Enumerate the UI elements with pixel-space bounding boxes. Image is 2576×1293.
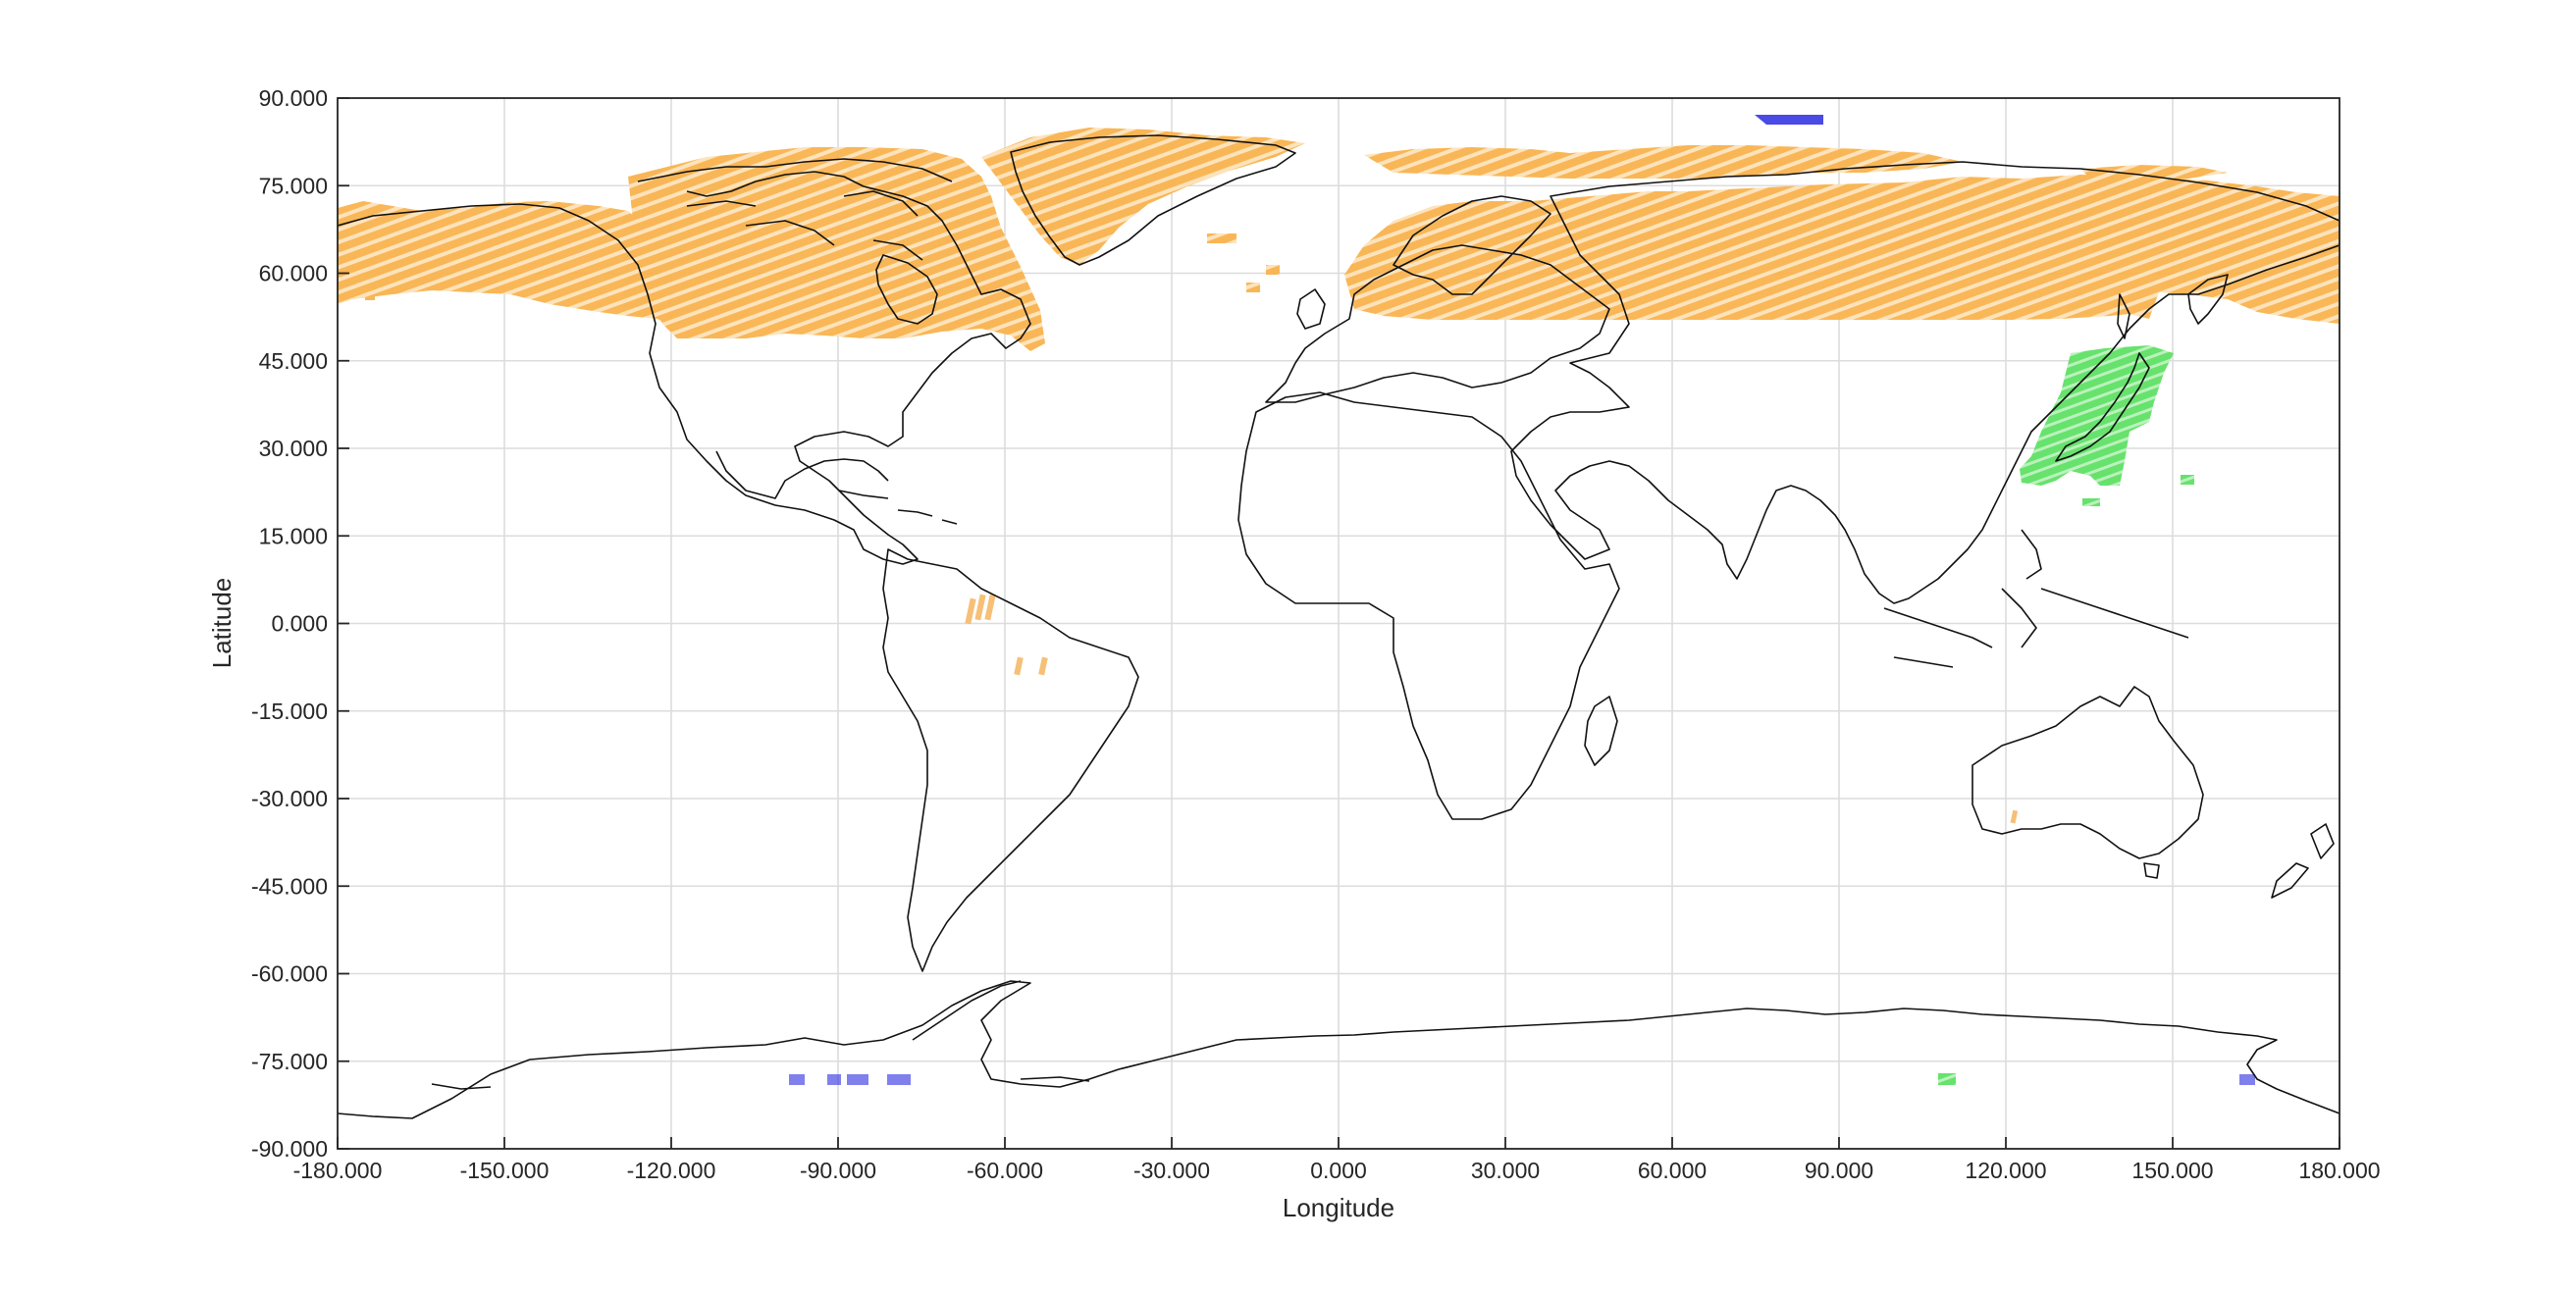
orange-coverage-small bbox=[965, 594, 2019, 824]
coastline-japan bbox=[2055, 352, 2150, 462]
coastline-gulf-mexico bbox=[715, 450, 889, 499]
orange-swath-arctic-russia bbox=[1364, 145, 1963, 179]
coastline-africa bbox=[1237, 391, 1620, 820]
x-axis-label: Longitude bbox=[1283, 1193, 1394, 1222]
green-swath-japan bbox=[2020, 345, 2174, 486]
x-tick-label: 60.000 bbox=[1638, 1158, 1707, 1183]
orange-swath-alaska bbox=[338, 201, 692, 336]
orange-swath-patch-4 bbox=[385, 263, 396, 292]
orange-swath-amazon-2 bbox=[974, 594, 986, 621]
x-tick-label: 90.000 bbox=[1805, 1158, 1873, 1183]
orange-swath-arctic-east bbox=[2080, 165, 2228, 181]
green-coverage bbox=[1938, 345, 2194, 1085]
y-tick-label: 60.000 bbox=[259, 261, 328, 286]
blue-coverage bbox=[789, 115, 2255, 1085]
coverage-layer bbox=[338, 115, 2339, 1085]
x-axis-ticks: -180.000 -150.000 -120.000 -90.000 -60.000 -3… bbox=[293, 1137, 2381, 1183]
orange-swath-canada bbox=[628, 147, 1045, 351]
y-tick-label: -30.000 bbox=[251, 786, 328, 811]
coastline-greenland bbox=[1010, 134, 1296, 266]
x-tick-label: -30.000 bbox=[1133, 1158, 1210, 1183]
coastline-arctic-islands bbox=[637, 158, 953, 261]
coastline-europe bbox=[1265, 244, 1610, 403]
y-axis-ticks: 90.000 75.000 60.000 45.000 30.000 15.000 0.00… bbox=[251, 85, 349, 1162]
coastline-caribbean bbox=[838, 490, 958, 525]
y-tick-label: 15.000 bbox=[259, 523, 328, 548]
y-tick-label: 90.000 bbox=[259, 85, 328, 111]
orange-coverage bbox=[338, 128, 2339, 351]
green-swath-antarctica bbox=[1938, 1073, 1956, 1085]
coastline-antarctica bbox=[338, 980, 2339, 1119]
x-tick-label: -90.000 bbox=[800, 1158, 876, 1183]
y-tick-label: 45.000 bbox=[259, 348, 328, 374]
coastline-kamchatka bbox=[2117, 274, 2229, 339]
x-tick-label: 150.000 bbox=[2131, 1158, 2213, 1183]
coastline-madagascar bbox=[1584, 696, 1618, 766]
orange-swath-amazon-4 bbox=[1014, 656, 1024, 676]
orange-swath-australia bbox=[2010, 809, 2019, 824]
coastline-south-america bbox=[882, 548, 1139, 972]
coastline-asia bbox=[1510, 161, 2339, 604]
x-tick-label: 30.000 bbox=[1471, 1158, 1540, 1183]
green-swath-pacific-1 bbox=[2082, 498, 2100, 506]
y-tick-label: 75.000 bbox=[259, 173, 328, 198]
y-tick-label: 0.000 bbox=[271, 611, 328, 637]
y-tick-label: -45.000 bbox=[251, 873, 328, 899]
blue-swath-antarctica-2 bbox=[827, 1074, 841, 1085]
y-tick-label: -90.000 bbox=[251, 1136, 328, 1162]
orange-swath-patch-5 bbox=[365, 286, 375, 300]
coastline-australia bbox=[1971, 686, 2204, 859]
coastlines bbox=[338, 134, 2339, 1119]
y-axis-label: Latitude bbox=[207, 578, 237, 669]
coastline-ross-shelf bbox=[431, 1076, 1090, 1090]
x-tick-label: -120.000 bbox=[627, 1158, 716, 1183]
x-tick-label: 180.000 bbox=[2298, 1158, 2380, 1183]
blue-swath-antarctica-5 bbox=[2239, 1074, 2255, 1085]
coastline-new-zealand bbox=[2271, 823, 2335, 899]
coastline-tasmania bbox=[2143, 862, 2160, 879]
blue-swath-antarctica-3 bbox=[847, 1074, 868, 1085]
y-tick-label: -75.000 bbox=[251, 1049, 328, 1074]
x-tick-label: 0.000 bbox=[1310, 1158, 1367, 1183]
orange-swath-patch-3 bbox=[1246, 283, 1260, 292]
orange-swath-amazon-1 bbox=[965, 597, 976, 625]
blue-swath-arctic bbox=[1755, 115, 1823, 125]
orange-swath-eurasia bbox=[1344, 175, 2339, 324]
coastline-se-asia-islands bbox=[1883, 529, 2189, 668]
orange-swath-patch-1 bbox=[1207, 233, 1236, 243]
y-tick-label: -15.000 bbox=[251, 698, 328, 724]
coastline-north-america bbox=[338, 171, 1031, 565]
y-tick-label: -60.000 bbox=[251, 961, 328, 987]
orange-swath-patch-2 bbox=[1266, 265, 1280, 275]
coastline-scandinavia bbox=[1393, 195, 1551, 295]
orange-swath-amazon-5 bbox=[1038, 656, 1048, 676]
orange-swath-greenland bbox=[981, 128, 1305, 265]
y-tick-label: 30.000 bbox=[259, 436, 328, 461]
blue-swath-antarctica-4 bbox=[887, 1074, 911, 1085]
coastline-hudson-bay bbox=[875, 254, 938, 325]
x-tick-label: -60.000 bbox=[967, 1158, 1043, 1183]
green-swath-pacific-2 bbox=[2181, 475, 2194, 485]
blue-swath-antarctica-1 bbox=[789, 1074, 805, 1085]
x-tick-label: -150.000 bbox=[460, 1158, 550, 1183]
x-tick-label: -180.000 bbox=[293, 1158, 383, 1183]
orange-swath-amazon-3 bbox=[984, 594, 996, 621]
coastline-uk bbox=[1296, 288, 1326, 330]
x-tick-label: 120.000 bbox=[1965, 1158, 2046, 1183]
coastline-antarctic-peninsula bbox=[912, 980, 1022, 1041]
